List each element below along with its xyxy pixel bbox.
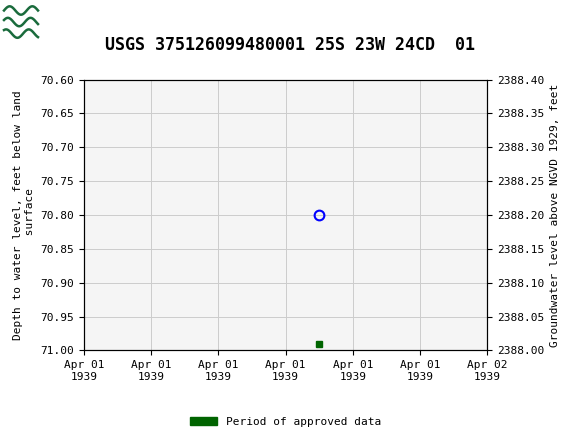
Text: USGS 375126099480001 25S 23W 24CD  01: USGS 375126099480001 25S 23W 24CD 01 bbox=[105, 36, 475, 54]
Y-axis label: Groundwater level above NGVD 1929, feet: Groundwater level above NGVD 1929, feet bbox=[550, 83, 560, 347]
Legend: Period of approved data: Period of approved data bbox=[185, 413, 386, 430]
Y-axis label: Depth to water level, feet below land
 surface: Depth to water level, feet below land su… bbox=[13, 90, 35, 340]
Bar bbox=[2, 2, 87, 43]
Text: USGS: USGS bbox=[92, 11, 165, 35]
